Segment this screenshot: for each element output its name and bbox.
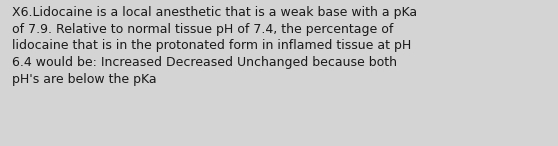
Text: X6.Lidocaine is a local anesthetic that is a weak base with a pKa
of 7.9. Relati: X6.Lidocaine is a local anesthetic that … (12, 6, 417, 86)
